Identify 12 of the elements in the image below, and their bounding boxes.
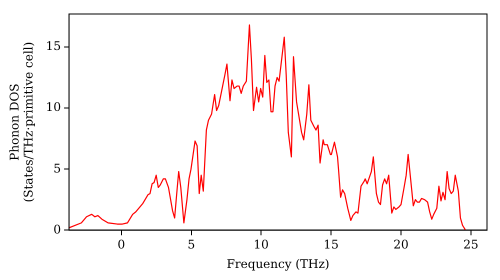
y-tick-label: 0 (53, 222, 62, 236)
y-tick-label: 5 (53, 161, 62, 176)
y-tick-label: 15 (46, 39, 62, 54)
x-tick-label: 20 (393, 238, 409, 252)
x-tick-label: 5 (187, 238, 196, 252)
x-tick-label: 10 (254, 238, 269, 252)
x-tick-label: 15 (323, 238, 339, 252)
x-tick-label: 0 (118, 238, 126, 252)
x-axis-title: Frequency (THz) (226, 256, 330, 271)
y-tick-label: 10 (46, 100, 62, 114)
y-axis-title: Phonon DOS (States/THz·primitive cell) (7, 42, 36, 202)
x-tick-label: 25 (463, 238, 479, 252)
